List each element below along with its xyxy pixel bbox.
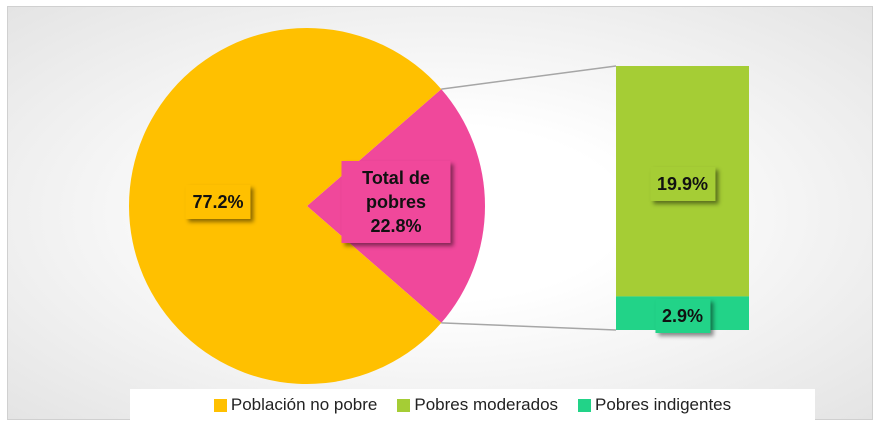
legend-label: Pobres indigentes: [595, 395, 732, 414]
legend-swatch: [397, 398, 411, 412]
value-label: 77.2%: [192, 192, 244, 212]
legend-item: Pobres indigentes: [578, 395, 731, 415]
connector: [441, 322, 617, 331]
data-label: 2.9%: [654, 299, 711, 334]
slice-name: Total de pobres: [362, 168, 430, 212]
legend-item: Pobres moderados: [397, 395, 558, 415]
value-label: 22.8%: [370, 216, 422, 236]
pie-slice: [129, 27, 442, 384]
legend: Población no pobre Pobres moderados Pobres…: [130, 389, 815, 421]
data-label: Total de pobres 22.8%: [341, 161, 451, 243]
data-label: 77.2%: [185, 185, 251, 219]
legend-item: Población no pobre: [213, 395, 378, 415]
legend-label: Población no pobre: [230, 395, 378, 414]
legend-swatch: [578, 398, 592, 412]
legend-swatch: [213, 398, 227, 412]
legend-label: Pobres moderados: [414, 395, 559, 414]
data-label: 19.9%: [649, 167, 716, 202]
connector: [441, 65, 617, 90]
